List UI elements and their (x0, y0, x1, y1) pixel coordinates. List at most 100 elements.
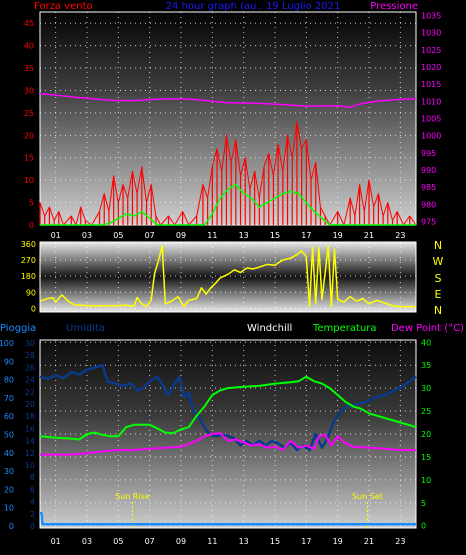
rain-label: Pioggia (0, 323, 36, 334)
humidity-tick: 4 (30, 498, 35, 507)
hour-axis-bottom: 01 03 05 07 09 11 13 15 17 19 21 23 (51, 537, 406, 546)
wind-speed-tick: 40 (24, 42, 34, 51)
pressure-tick: 995 (421, 149, 436, 158)
rain-tick: 100 (0, 339, 14, 348)
humidity-tick: 30 (25, 339, 35, 348)
wind-speed-tick: 25 (24, 109, 34, 118)
humidity-tick: 10 (25, 461, 35, 470)
rain-tick: 20 (4, 485, 14, 494)
wind-pressure-grid (40, 12, 416, 226)
pressure-tick: 1035 (421, 11, 441, 20)
windchill-label: Windchill (247, 323, 292, 334)
wind-direction-series (39, 244, 416, 308)
wind-direction-axis: 0 90 180 270 360 (21, 240, 36, 314)
humidity-tick: 26 (25, 363, 35, 372)
wind-direction-tick: 180 (21, 272, 36, 281)
wind-pressure-series (39, 93, 417, 226)
wind-average-line (40, 183, 416, 226)
hour-tick: 13 (239, 537, 249, 546)
rain-tick: 80 (4, 376, 14, 385)
hour-tick: 05 (113, 537, 123, 546)
rain-tick: 60 (4, 412, 14, 421)
compass-n-bottom: N (434, 304, 442, 317)
rain-tick: 0 (9, 522, 14, 531)
pressure-tick: 985 (421, 183, 436, 192)
pressure-tick: 1005 (421, 115, 441, 124)
humidity-label: Umidita (66, 323, 105, 334)
hour-tick: 21 (364, 231, 374, 240)
temperature-tick: 40 (421, 338, 431, 347)
pressure-tick: 1010 (421, 97, 441, 106)
hour-tick: 23 (395, 537, 405, 546)
pressure-axis: 975 980 985 990 995 1000 1005 1010 1015 1020 1025 1… (421, 11, 441, 226)
hour-tick: 11 (207, 537, 217, 546)
hour-tick: 01 (51, 537, 61, 546)
temperature-tick: 25 (421, 407, 431, 416)
pressure-line (39, 93, 417, 108)
rain-line (40, 511, 416, 526)
rain-tick: 30 (4, 467, 14, 476)
wind-direction-tick: 0 (31, 304, 36, 313)
wind-direction-tick: 90 (26, 288, 36, 297)
wind-direction-panel: 0 90 180 270 360 N W S E N (21, 239, 444, 317)
hour-tick: 17 (301, 231, 311, 240)
dewpoint-label: Dew Point (°C) (391, 323, 464, 334)
humidity-tick: 8 (30, 473, 35, 482)
humidity-tick: 0 (30, 522, 35, 531)
temperature-tick: 35 (421, 361, 431, 370)
wind-direction-line (39, 244, 416, 308)
wind-direction-tick: 360 (21, 240, 36, 249)
pressure-tick: 1030 (421, 29, 441, 38)
humidity-tick: 2 (30, 510, 35, 519)
rain-axis: 0 10 20 30 40 50 60 70 80 90 100 (0, 339, 14, 531)
wind-speed-tick: 20 (24, 131, 34, 140)
sun-marker-label: Sun Rise (115, 492, 150, 501)
wind-direction-grid (40, 242, 416, 312)
wind-direction-plot-area (39, 241, 417, 313)
hour-tick: 09 (176, 537, 186, 546)
hour-tick: 13 (239, 231, 249, 240)
wind-speed-tick: 0 (29, 221, 34, 230)
humidity-tick: 18 (25, 412, 35, 421)
hour-tick: 07 (145, 537, 155, 546)
wind-speed-axis: 0 5 10 15 20 25 30 35 40 45 (24, 19, 34, 230)
wind-speed-tick: 30 (24, 86, 34, 95)
wind-gust-line (39, 121, 417, 226)
humidity-tick: 14 (25, 437, 35, 446)
pressure-tick: 980 (421, 200, 436, 209)
temperature-tick: 30 (421, 384, 431, 393)
wind-speed-tick: 10 (24, 176, 34, 185)
wind-speed-tick: 35 (24, 64, 34, 73)
hour-axis-top: 01 03 05 07 09 11 13 15 17 19 21 23 (51, 231, 406, 240)
temperature-tick: 15 (421, 453, 431, 462)
temperature-tick: 0 (421, 522, 426, 531)
pressure-tick: 1000 (421, 132, 441, 141)
temperature-label: Temperatura (312, 323, 377, 334)
hour-tick: 17 (301, 537, 311, 546)
pressure-tick: 1015 (421, 80, 441, 89)
hour-tick: 11 (207, 231, 217, 240)
temperature-tick: 20 (421, 430, 431, 439)
hour-tick: 07 (145, 231, 155, 240)
hour-tick: 03 (82, 537, 92, 546)
temperature-humidity-series (39, 363, 417, 526)
rain-tick: 70 (4, 394, 14, 403)
humidity-tick: 28 (25, 351, 35, 360)
pressure-tick: 990 (421, 166, 436, 175)
compass-w: W (433, 255, 444, 268)
wind-speed-tick: 15 (24, 154, 34, 163)
temperature-axis: 0 5 10 15 20 25 30 35 40 (421, 338, 431, 530)
humidity-tick: 24 (25, 376, 35, 385)
pressure-label: Pressione (370, 1, 418, 12)
hour-tick: 01 (51, 231, 61, 240)
rain-tick: 40 (4, 449, 14, 458)
hour-tick: 15 (270, 231, 280, 240)
humidity-tick: 12 (25, 449, 35, 458)
rain-tick: 10 (4, 504, 14, 513)
wind-speed-tick: 45 (24, 19, 34, 28)
hour-tick: 09 (176, 231, 186, 240)
